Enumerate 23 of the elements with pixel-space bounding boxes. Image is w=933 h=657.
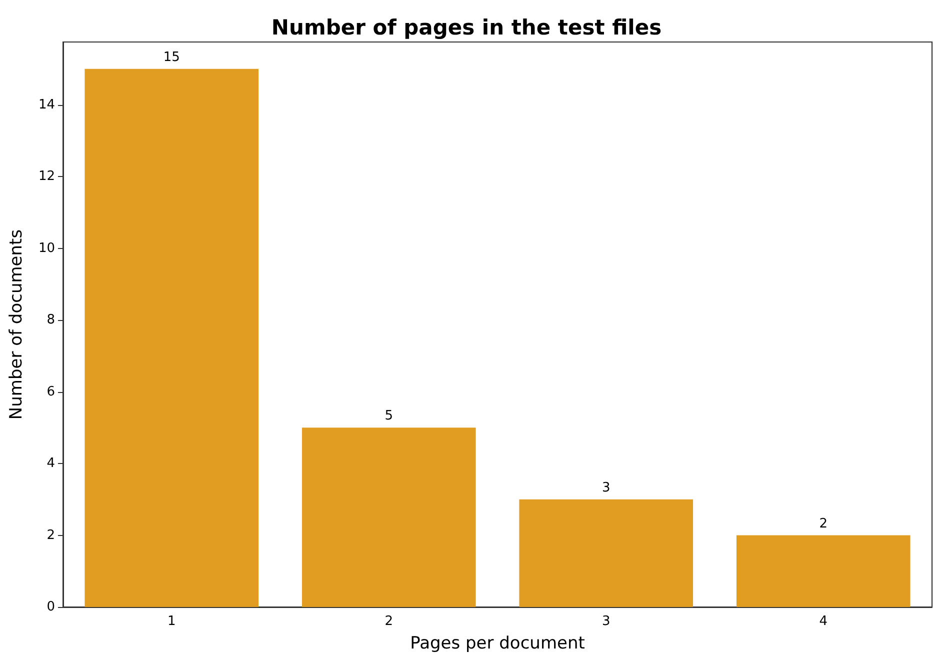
x-tick-label: 2 — [384, 614, 394, 629]
x-axis-title: Pages per document — [410, 634, 586, 654]
y-tick-label: 14 — [38, 97, 55, 112]
bar — [519, 499, 694, 607]
y-tick-label: 12 — [38, 169, 55, 184]
y-tick-label: 0 — [46, 600, 55, 614]
data-label: 2 — [819, 516, 828, 532]
y-tick-label: 8 — [46, 312, 55, 328]
bar — [302, 428, 476, 607]
data-label: 3 — [602, 480, 610, 496]
x-tick-label: 4 — [819, 614, 828, 629]
y-axis-title: Number of documents — [6, 229, 26, 420]
x-tick-label: 1 — [167, 614, 176, 629]
chart-title: Number of pages in the test files — [271, 16, 662, 40]
bar — [736, 535, 910, 607]
y-tick-label: 6 — [46, 384, 55, 400]
data-label: 5 — [384, 408, 394, 424]
bar — [84, 68, 259, 607]
x-tick-label: 3 — [602, 614, 610, 629]
data-label: 15 — [163, 50, 180, 65]
y-tick-label: 10 — [38, 240, 55, 256]
y-tick-label: 4 — [46, 456, 55, 472]
y-tick-label: 2 — [46, 528, 55, 543]
